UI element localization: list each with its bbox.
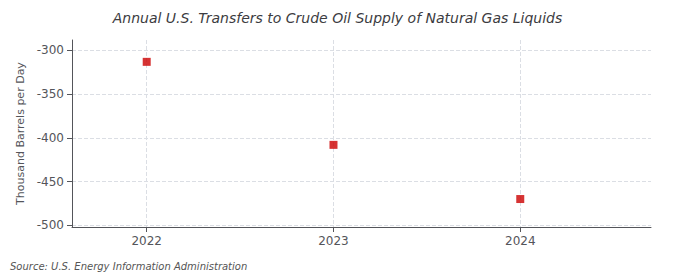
svg-text:2022: 2022 (131, 234, 162, 248)
svg-text:Thousand Barrels per Day: Thousand Barrels per Day (14, 62, 27, 206)
svg-text:-450: -450 (37, 175, 64, 189)
svg-text:-500: -500 (37, 218, 64, 232)
svg-text:Annual U.S. Transfers to Crude: Annual U.S. Transfers to Crude Oil Suppl… (112, 10, 563, 26)
svg-text:Source: U.S. Energy Informatio: Source: U.S. Energy Information Administ… (10, 261, 247, 272)
svg-text:-300: -300 (37, 43, 64, 57)
svg-text:2024: 2024 (505, 234, 536, 248)
svg-text:-350: -350 (37, 87, 64, 101)
svg-text:-400: -400 (37, 131, 64, 145)
svg-text:2023: 2023 (318, 234, 349, 248)
